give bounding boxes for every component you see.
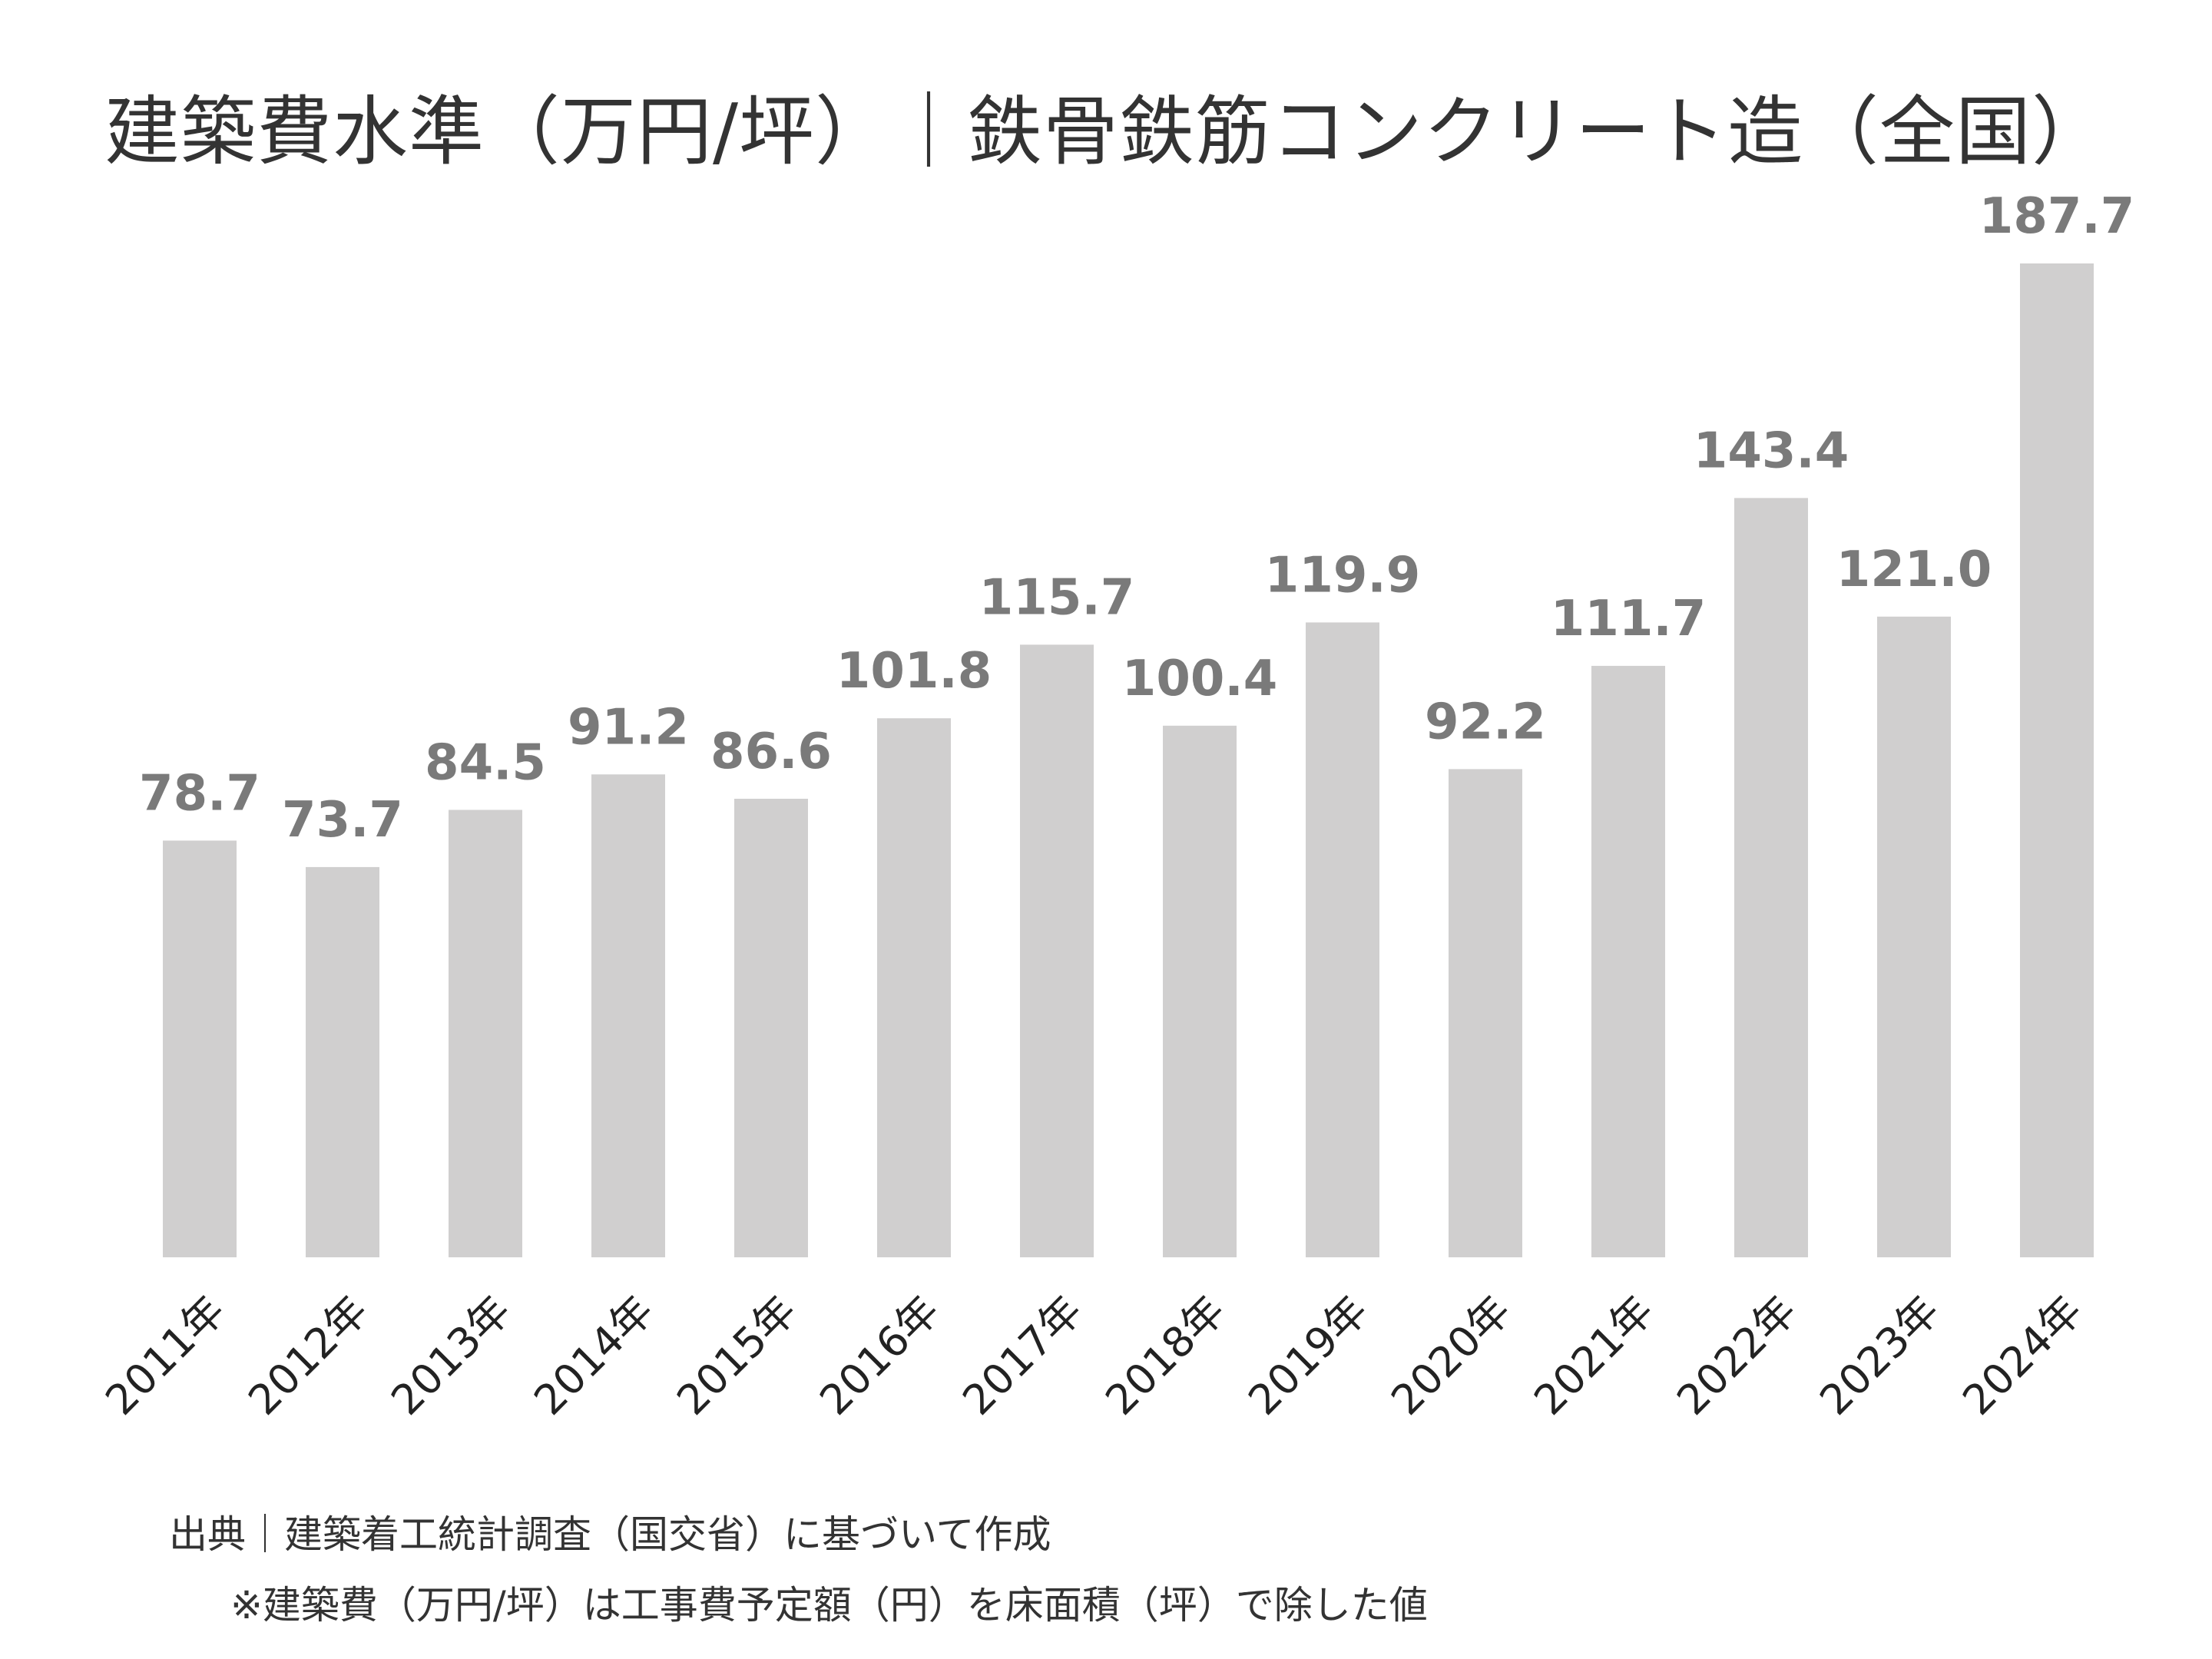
value-label: 119.9 [1265,547,1420,604]
value-label: 143.4 [1694,422,1849,479]
x-tick-label: 2024年 [1953,1286,2091,1425]
chart-title: 建築費水準（万円/坪）｜鉄骨鉄筋コンクリート造（全国） [104,88,2108,176]
value-label: 84.5 [425,734,546,791]
value-label: 111.7 [1551,591,1706,647]
definition-note: ※建築費（万円/坪）は工事費予定額（円）を床面積（坪）で除した値 [230,1583,1428,1628]
value-label: 121.0 [1836,541,1992,598]
source-note: 出典｜建築着工統計調査（国交省）に基づいて作成 [169,1512,1051,1557]
bar-2021年 [1591,665,1665,1257]
bar-2011年 [163,840,237,1257]
x-tick-label: 2022年 [1667,1286,1806,1425]
x-tick-label: 2013年 [382,1286,520,1425]
x-tick-label: 2015年 [667,1286,806,1425]
value-label: 73.7 [282,792,403,849]
bar-2016年 [877,718,951,1257]
bar-2017年 [1020,644,1094,1257]
bar-2013年 [449,810,522,1257]
value-label: 115.7 [979,569,1134,626]
bar-2019年 [1306,622,1379,1257]
value-label: 91.2 [568,699,689,756]
x-tick-label: 2017年 [953,1286,1091,1425]
bar-2018年 [1163,725,1237,1257]
bar-2015年 [734,798,808,1257]
x-tick-labels-layer: 2011年 2012年 2013年 2014年 2015年 2016年 2017年 2018年… [96,1286,2091,1425]
x-tick-label: 2019年 [1239,1286,1377,1425]
x-tick-label: 2020年 [1382,1286,1520,1425]
x-tick-label: 2011年 [96,1286,234,1425]
value-label: 78.7 [139,765,260,822]
bar-2023年 [1877,616,1951,1257]
bar-2020年 [1449,769,1522,1257]
bars-layer [163,263,2094,1257]
bar-2012年 [306,866,379,1257]
value-label: 187.7 [1979,188,2134,245]
bar-2014年 [591,774,665,1257]
bar-2022年 [1734,498,1808,1257]
x-tick-label: 2021年 [1525,1286,1663,1425]
value-label: 92.2 [1425,694,1546,750]
x-tick-label: 2016年 [810,1286,949,1425]
bar-2024年 [2020,263,2094,1257]
x-tick-label: 2012年 [239,1286,377,1425]
value-label: 86.6 [710,724,832,780]
value-label: 100.4 [1122,651,1277,707]
value-label: 101.8 [836,643,992,700]
x-tick-label: 2023年 [1810,1286,1949,1425]
x-tick-label: 2014年 [525,1286,663,1425]
x-tick-label: 2018年 [1096,1286,1234,1425]
